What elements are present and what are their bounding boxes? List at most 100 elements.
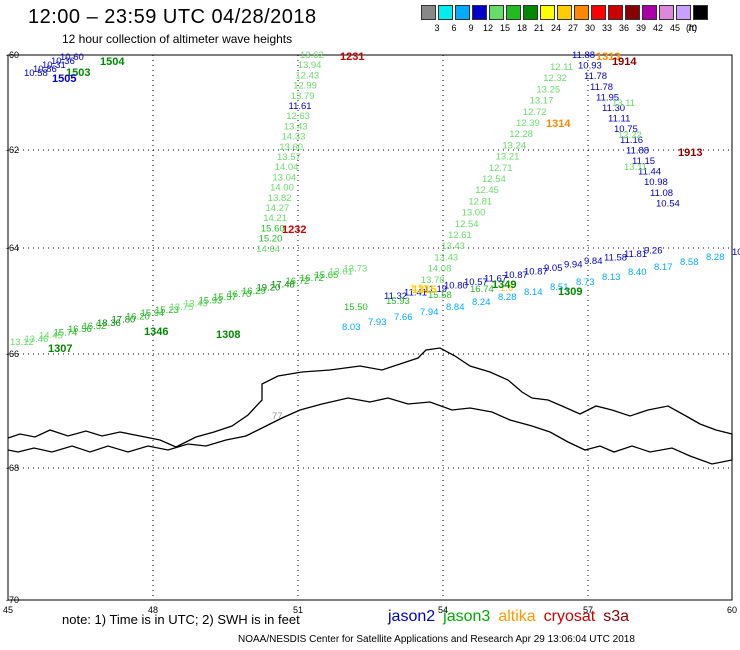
jason3-wave-height: 14.64 — [256, 244, 280, 255]
jason2-wave-height: 10.57 — [464, 277, 488, 288]
latitude-label: -66 — [6, 349, 19, 359]
scale-label: 45 — [669, 23, 680, 33]
cryosat-wave-height: 8.73 — [576, 277, 595, 288]
jason2-wave-height: 10.58 — [24, 68, 48, 79]
pass-time-label: 1314 — [546, 118, 571, 130]
jason3-wave-height: 13.17 — [530, 96, 554, 107]
satellite-tracks: 10.6010.3610.3110.8610.5811.8810.9311.78… — [10, 50, 740, 348]
satellite-legend-s3a: s3a — [603, 608, 630, 625]
jason3-wave-height: 17.48 — [271, 279, 295, 290]
jason3-wave-height: 13.60 — [279, 142, 303, 153]
jason3-wave-height: 15.50 — [344, 302, 368, 313]
cryosat-wave-height: 8.14 — [524, 287, 543, 298]
longitude-label: 57 — [583, 605, 593, 615]
jason3-wave-height: 13.21 — [496, 152, 520, 163]
jason3-wave-height: 14.21 — [263, 213, 287, 224]
scale-label: 18 — [516, 23, 527, 33]
jason3-wave-height: 12.81 — [468, 196, 492, 207]
pass-time-label: 1504 — [100, 56, 125, 68]
pass-time-label: 1232 — [282, 224, 306, 236]
jason3-wave-height: 12.71 — [489, 163, 513, 174]
scale-swatch — [693, 5, 708, 20]
jason3-wave-height: 12.11 — [550, 62, 573, 73]
longitude-label: 54 — [438, 605, 448, 615]
pass-time-label: 1309 — [558, 286, 582, 298]
jason2-wave-height: 10.31 — [42, 60, 66, 71]
map-title: 12:00 – 23:59 UTC 04/28/2018 — [28, 6, 317, 28]
jason3-wave-height: 13.61 — [329, 267, 353, 278]
pass-time-label: 1914 — [612, 56, 637, 68]
jason3-wave-height: 12.61 — [448, 230, 472, 241]
jason3-wave-height: 14.08 — [428, 264, 452, 275]
jason3-wave-height: 15.94 — [141, 308, 165, 319]
scale-label: 70 — [686, 23, 697, 33]
jason2-wave-height: 11.41 — [404, 288, 427, 299]
scale-swatch — [489, 5, 504, 20]
jason2-wave-height: 9.05 — [544, 263, 563, 274]
scale-label: 6 — [451, 23, 457, 33]
pass-time-label: 1346 — [144, 326, 168, 338]
jason3-wave-height: 15.23 — [155, 305, 179, 316]
pass-time-label: 1913 — [678, 147, 702, 159]
jason3-wave-height: 16.74 — [470, 284, 494, 295]
jason3-wave-height: 17.80 — [112, 315, 136, 326]
jason2-wave-height: 10.60 — [60, 52, 84, 63]
scale-swatch — [472, 5, 487, 20]
pass-time-label: 1505 — [52, 73, 76, 85]
scale-swatch — [421, 5, 436, 20]
antarctica-coastline — [7, 347, 733, 465]
jason3-wave-height: 13.73 — [344, 263, 368, 274]
jason2-wave-height: 11.78 — [584, 71, 607, 82]
jason2-wave-height: 11.95 — [596, 92, 619, 103]
scale-label: 9 — [468, 23, 474, 33]
pass-time-label: 1307 — [48, 343, 72, 355]
scale-label: 12 — [482, 23, 493, 33]
scale-label: 21 — [533, 23, 544, 33]
jason3-wave-height: 13.43 — [284, 121, 308, 132]
longitude-label: 48 — [148, 605, 158, 615]
cryosat-wave-height: 8.84 — [446, 302, 465, 313]
jason3-wave-height: 13.00 — [462, 208, 486, 219]
jason2-wave-height: 11.30 — [602, 103, 625, 114]
jason3-wave-height: 13.24 — [502, 140, 526, 151]
jason3-wave-height: 15.58 — [428, 290, 452, 301]
longitude-label: 45 — [3, 605, 13, 615]
scale-label: 27 — [567, 23, 578, 33]
jason3-wave-height: 13.82 — [268, 193, 292, 204]
jason3-wave-height: 13.46 — [25, 334, 49, 345]
scale-label: 24 — [550, 23, 561, 33]
jason3-wave-height: 15.57 — [213, 292, 237, 303]
latitude-label: -60 — [6, 50, 19, 60]
longitude-label: 51 — [293, 605, 303, 615]
jason3-wave-height: 16.70 — [228, 289, 252, 300]
jason3-wave-height: 19.20 — [257, 283, 281, 294]
jason2-wave-height: 10.80 — [444, 281, 468, 292]
map-frame — [7, 54, 733, 601]
jason3-wave-height: 16.29 — [242, 286, 266, 297]
scale-label: 39 — [635, 23, 646, 33]
cryosat-wave-height: 8.28 — [706, 252, 725, 263]
scale-swatch — [574, 5, 589, 20]
jason3-wave-height: 16.72 — [286, 276, 310, 287]
jason2-wave-height: 11.78 — [590, 82, 613, 93]
jason2-wave-height: 9.26 — [644, 246, 663, 257]
jason2-wave-height: 11.16 — [620, 135, 643, 146]
jason3-wave-height: 14.27 — [266, 203, 290, 214]
pass-time-label: 1503 — [66, 67, 90, 79]
jason3-wave-height: 16.72 — [300, 273, 324, 284]
scale-swatch — [608, 5, 623, 20]
coastline: 77 — [7, 347, 733, 465]
jason3-wave-height: 11.61 — [289, 101, 312, 112]
lat-lon-grid — [8, 55, 732, 600]
jason3-wave-height: 15.74 — [54, 327, 78, 338]
cryosat-wave-height: 8.17 — [654, 262, 673, 273]
cryosat-wave-height: 8.03 — [342, 322, 361, 333]
jason2-wave-height: 11.15 — [632, 156, 655, 167]
jason2-wave-height: 10.54 — [656, 198, 680, 209]
jason3-wave-height: 16.52 — [83, 321, 107, 332]
jason3-wave-height: 12.32 — [543, 73, 567, 84]
pass-time-label: 1315 — [412, 284, 436, 296]
jason3-wave-height: 13.43 — [434, 252, 458, 263]
jason2-wave-height: 10.93 — [578, 61, 602, 72]
jason2-wave-height: 9.94 — [564, 260, 583, 271]
